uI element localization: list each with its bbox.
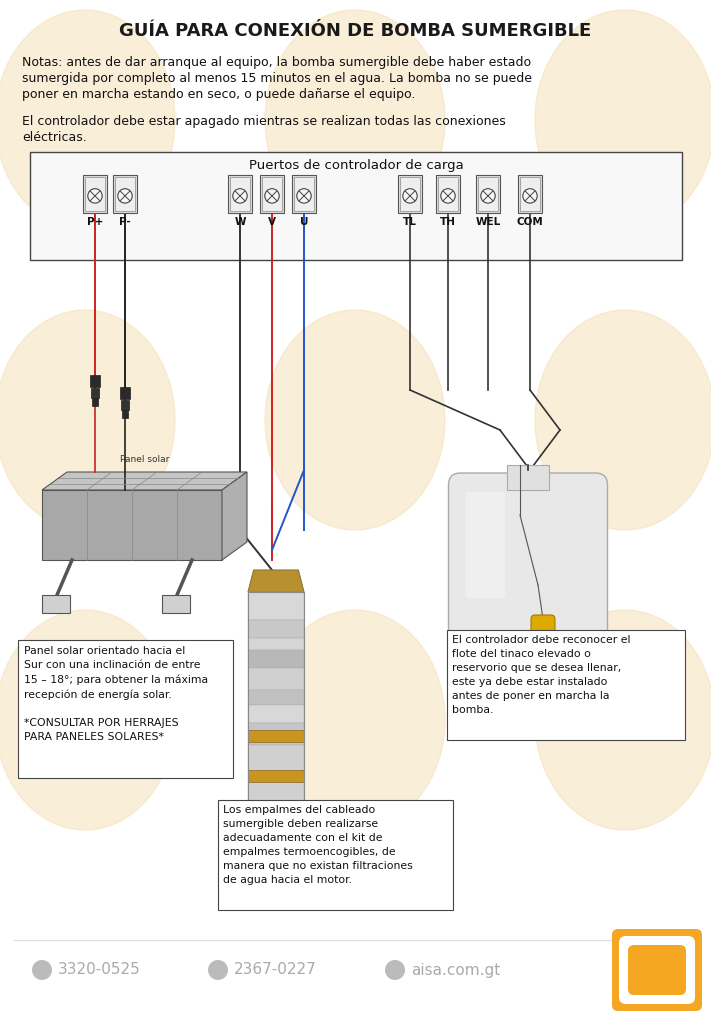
Bar xyxy=(248,690,304,705)
Bar xyxy=(262,177,282,211)
Bar xyxy=(478,177,498,211)
Bar xyxy=(85,177,105,211)
Ellipse shape xyxy=(265,310,445,530)
Bar xyxy=(520,177,540,211)
Circle shape xyxy=(232,188,247,203)
Ellipse shape xyxy=(535,310,711,530)
Polygon shape xyxy=(222,472,247,560)
Bar xyxy=(248,730,304,742)
Circle shape xyxy=(296,188,311,203)
Text: aisa.com.gt: aisa.com.gt xyxy=(411,963,501,978)
Text: GUÍA PARA CONEXIÓN DE BOMBA SUMERGIBLE: GUÍA PARA CONEXIÓN DE BOMBA SUMERGIBLE xyxy=(119,22,591,40)
Bar xyxy=(438,177,458,211)
Text: 2367-0227: 2367-0227 xyxy=(234,963,316,978)
Bar xyxy=(162,595,190,613)
Text: Panel solar: Panel solar xyxy=(120,455,169,464)
Text: poner en marcha estando en seco, o puede dañarse el equipo.: poner en marcha estando en seco, o puede… xyxy=(22,88,415,101)
FancyBboxPatch shape xyxy=(628,945,686,995)
Text: WEL: WEL xyxy=(476,217,501,227)
Bar xyxy=(398,175,422,213)
Bar xyxy=(122,410,128,418)
Bar xyxy=(30,152,682,260)
Text: W: W xyxy=(234,217,246,227)
Text: 3320-0525: 3320-0525 xyxy=(58,963,141,978)
Bar xyxy=(248,592,304,620)
Polygon shape xyxy=(42,472,247,490)
Bar xyxy=(507,465,549,490)
Bar xyxy=(90,375,100,387)
Bar xyxy=(436,175,460,213)
Text: Los empalmes del cableado
sumergible deben realizarse
adecuadamente con el kit d: Los empalmes del cableado sumergible deb… xyxy=(223,805,413,885)
Circle shape xyxy=(403,188,417,203)
Text: P-: P- xyxy=(119,217,131,227)
Bar xyxy=(248,650,304,668)
FancyBboxPatch shape xyxy=(466,492,506,598)
Bar xyxy=(115,177,135,211)
Circle shape xyxy=(118,188,132,203)
Circle shape xyxy=(385,961,405,980)
Bar xyxy=(248,592,304,830)
Polygon shape xyxy=(42,490,222,560)
Text: El controlador debe reconocer el
flote del tinaco elevado o
reservorio que se de: El controlador debe reconocer el flote d… xyxy=(452,635,631,715)
FancyBboxPatch shape xyxy=(619,936,695,1004)
Text: El controlador debe estar apagado mientras se realizan todas las conexiones: El controlador debe estar apagado mientr… xyxy=(22,115,506,128)
Bar xyxy=(120,387,130,399)
Circle shape xyxy=(523,188,538,203)
Circle shape xyxy=(441,188,455,203)
Ellipse shape xyxy=(535,10,711,230)
Text: Puertos de controlador de carga: Puertos de controlador de carga xyxy=(249,159,464,172)
Text: Notas: antes de dar arranque al equipo, la bomba sumergible debe haber estado: Notas: antes de dar arranque al equipo, … xyxy=(22,56,531,69)
Bar xyxy=(228,175,252,213)
Bar xyxy=(248,745,304,830)
Text: COM: COM xyxy=(517,217,543,227)
Ellipse shape xyxy=(0,310,175,530)
Text: sumergida por completo al menos 15 minutos en el agua. La bomba no se puede: sumergida por completo al menos 15 minut… xyxy=(22,72,532,85)
Bar xyxy=(230,177,250,211)
Text: U: U xyxy=(300,217,309,227)
Bar xyxy=(248,723,304,745)
FancyBboxPatch shape xyxy=(449,473,607,697)
Text: V: V xyxy=(268,217,276,227)
Bar xyxy=(218,800,453,910)
Circle shape xyxy=(264,188,279,203)
Ellipse shape xyxy=(0,10,175,230)
Bar xyxy=(18,640,233,778)
Bar xyxy=(476,175,500,213)
Ellipse shape xyxy=(0,610,175,830)
FancyBboxPatch shape xyxy=(531,615,555,645)
Circle shape xyxy=(208,961,228,980)
Bar xyxy=(447,630,685,740)
Bar xyxy=(92,398,98,406)
Ellipse shape xyxy=(265,10,445,230)
Bar xyxy=(42,595,70,613)
Circle shape xyxy=(32,961,52,980)
Text: Panel solar orientado hacia el
Sur con una inclinación de entre
15 – 18°; para o: Panel solar orientado hacia el Sur con u… xyxy=(24,646,208,741)
Bar xyxy=(260,175,284,213)
Bar xyxy=(91,388,99,398)
Ellipse shape xyxy=(535,610,711,830)
Text: TL: TL xyxy=(403,217,417,227)
Polygon shape xyxy=(248,570,304,592)
Bar xyxy=(248,705,304,723)
Circle shape xyxy=(481,188,495,203)
Bar xyxy=(248,638,304,650)
Bar xyxy=(248,770,304,782)
Bar xyxy=(248,668,304,690)
Circle shape xyxy=(87,188,102,203)
Bar xyxy=(248,620,304,638)
Text: TH: TH xyxy=(440,217,456,227)
Bar xyxy=(400,177,420,211)
Ellipse shape xyxy=(265,610,445,830)
Bar xyxy=(294,177,314,211)
Text: eléctricas.: eléctricas. xyxy=(22,131,87,144)
Text: P+: P+ xyxy=(87,217,103,227)
Bar xyxy=(121,400,129,410)
Bar xyxy=(83,175,107,213)
Bar xyxy=(518,175,542,213)
Bar xyxy=(113,175,137,213)
Bar xyxy=(292,175,316,213)
FancyBboxPatch shape xyxy=(612,929,702,1011)
